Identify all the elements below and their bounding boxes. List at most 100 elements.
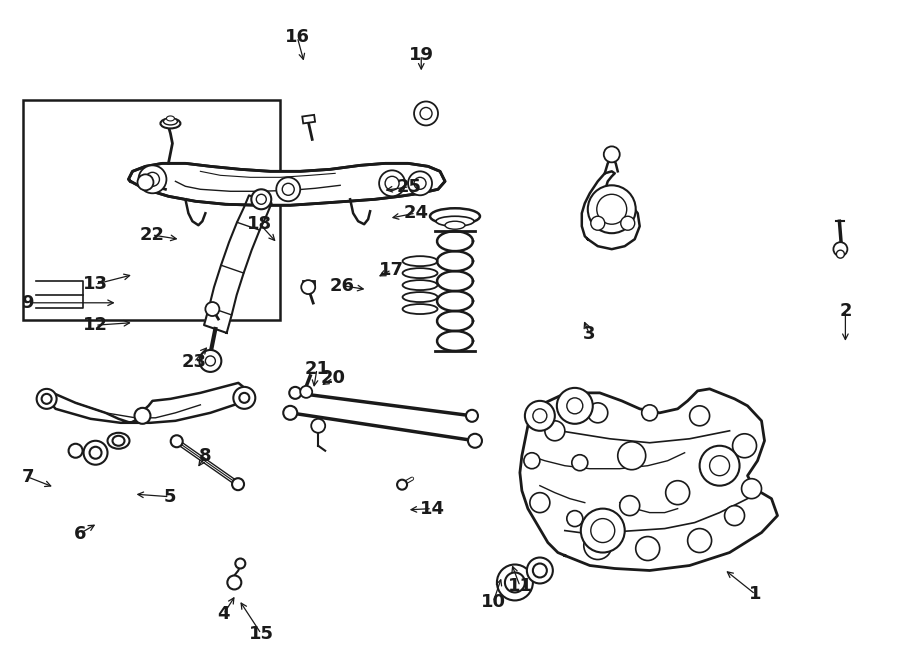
Circle shape bbox=[709, 455, 730, 476]
Circle shape bbox=[171, 436, 183, 447]
Circle shape bbox=[525, 401, 554, 431]
Circle shape bbox=[497, 564, 533, 600]
Circle shape bbox=[468, 434, 482, 447]
Circle shape bbox=[635, 537, 660, 561]
Ellipse shape bbox=[164, 118, 177, 125]
Circle shape bbox=[666, 481, 689, 504]
Circle shape bbox=[414, 177, 426, 189]
Text: 23: 23 bbox=[182, 353, 206, 371]
Circle shape bbox=[200, 350, 221, 372]
Circle shape bbox=[205, 356, 215, 366]
Circle shape bbox=[397, 480, 407, 490]
Circle shape bbox=[232, 478, 244, 490]
Bar bbox=[303, 281, 315, 288]
Text: 15: 15 bbox=[248, 625, 274, 643]
Ellipse shape bbox=[436, 216, 474, 226]
Circle shape bbox=[642, 405, 658, 421]
Bar bbox=[302, 115, 315, 124]
Circle shape bbox=[597, 194, 626, 224]
Circle shape bbox=[379, 171, 405, 196]
Text: 19: 19 bbox=[409, 46, 434, 63]
Ellipse shape bbox=[160, 118, 180, 128]
Ellipse shape bbox=[402, 256, 437, 266]
Circle shape bbox=[572, 455, 588, 471]
Circle shape bbox=[604, 146, 620, 163]
Circle shape bbox=[276, 177, 301, 201]
Text: 17: 17 bbox=[379, 261, 404, 279]
Circle shape bbox=[617, 442, 645, 470]
Text: 18: 18 bbox=[247, 215, 272, 233]
Circle shape bbox=[557, 388, 593, 424]
Text: 16: 16 bbox=[284, 28, 310, 46]
Circle shape bbox=[235, 559, 246, 568]
Circle shape bbox=[414, 102, 438, 126]
Circle shape bbox=[68, 444, 83, 457]
Circle shape bbox=[688, 529, 712, 553]
Circle shape bbox=[505, 572, 525, 592]
Text: 9: 9 bbox=[22, 293, 34, 312]
Circle shape bbox=[239, 393, 249, 403]
Ellipse shape bbox=[402, 280, 437, 290]
Circle shape bbox=[590, 216, 605, 230]
Text: 6: 6 bbox=[74, 525, 86, 543]
Circle shape bbox=[533, 409, 547, 423]
Circle shape bbox=[134, 408, 150, 424]
Text: 12: 12 bbox=[83, 316, 107, 334]
Text: 3: 3 bbox=[583, 325, 596, 343]
Circle shape bbox=[580, 508, 625, 553]
Circle shape bbox=[588, 185, 635, 233]
Text: 21: 21 bbox=[304, 360, 329, 377]
Circle shape bbox=[301, 386, 312, 398]
Circle shape bbox=[620, 496, 640, 516]
Text: 26: 26 bbox=[329, 277, 355, 295]
Circle shape bbox=[689, 406, 709, 426]
Text: 1: 1 bbox=[750, 586, 761, 603]
Circle shape bbox=[385, 176, 399, 190]
Polygon shape bbox=[129, 163, 445, 206]
Text: 25: 25 bbox=[397, 178, 422, 196]
Circle shape bbox=[584, 531, 612, 559]
Bar bbox=[22, 100, 280, 320]
Text: 4: 4 bbox=[217, 605, 230, 623]
Ellipse shape bbox=[402, 304, 437, 314]
Ellipse shape bbox=[402, 268, 437, 278]
Circle shape bbox=[836, 250, 844, 258]
Ellipse shape bbox=[402, 292, 437, 302]
Text: 22: 22 bbox=[140, 226, 164, 244]
Circle shape bbox=[84, 441, 107, 465]
Circle shape bbox=[233, 387, 256, 409]
Circle shape bbox=[420, 108, 432, 120]
Circle shape bbox=[228, 576, 241, 590]
Circle shape bbox=[256, 194, 266, 204]
Circle shape bbox=[733, 434, 757, 457]
Polygon shape bbox=[204, 196, 272, 333]
Circle shape bbox=[524, 453, 540, 469]
Text: 14: 14 bbox=[419, 500, 445, 518]
Text: 2: 2 bbox=[839, 301, 851, 320]
Circle shape bbox=[205, 302, 220, 316]
Circle shape bbox=[621, 216, 634, 230]
Circle shape bbox=[466, 410, 478, 422]
Circle shape bbox=[289, 387, 302, 399]
Text: 13: 13 bbox=[83, 276, 107, 293]
Ellipse shape bbox=[430, 208, 480, 224]
Text: 24: 24 bbox=[403, 204, 428, 222]
Ellipse shape bbox=[445, 221, 465, 229]
Circle shape bbox=[284, 406, 297, 420]
Circle shape bbox=[138, 175, 154, 190]
Circle shape bbox=[544, 421, 565, 441]
Circle shape bbox=[724, 506, 744, 525]
Circle shape bbox=[146, 173, 159, 186]
Circle shape bbox=[302, 280, 315, 294]
Circle shape bbox=[567, 510, 583, 527]
Circle shape bbox=[833, 242, 848, 256]
Ellipse shape bbox=[166, 116, 175, 121]
Circle shape bbox=[533, 564, 547, 578]
Circle shape bbox=[139, 165, 166, 193]
Circle shape bbox=[311, 419, 325, 433]
Circle shape bbox=[530, 492, 550, 513]
Text: 20: 20 bbox=[320, 369, 346, 387]
Text: 5: 5 bbox=[164, 488, 176, 506]
Circle shape bbox=[41, 394, 51, 404]
Circle shape bbox=[588, 403, 608, 423]
